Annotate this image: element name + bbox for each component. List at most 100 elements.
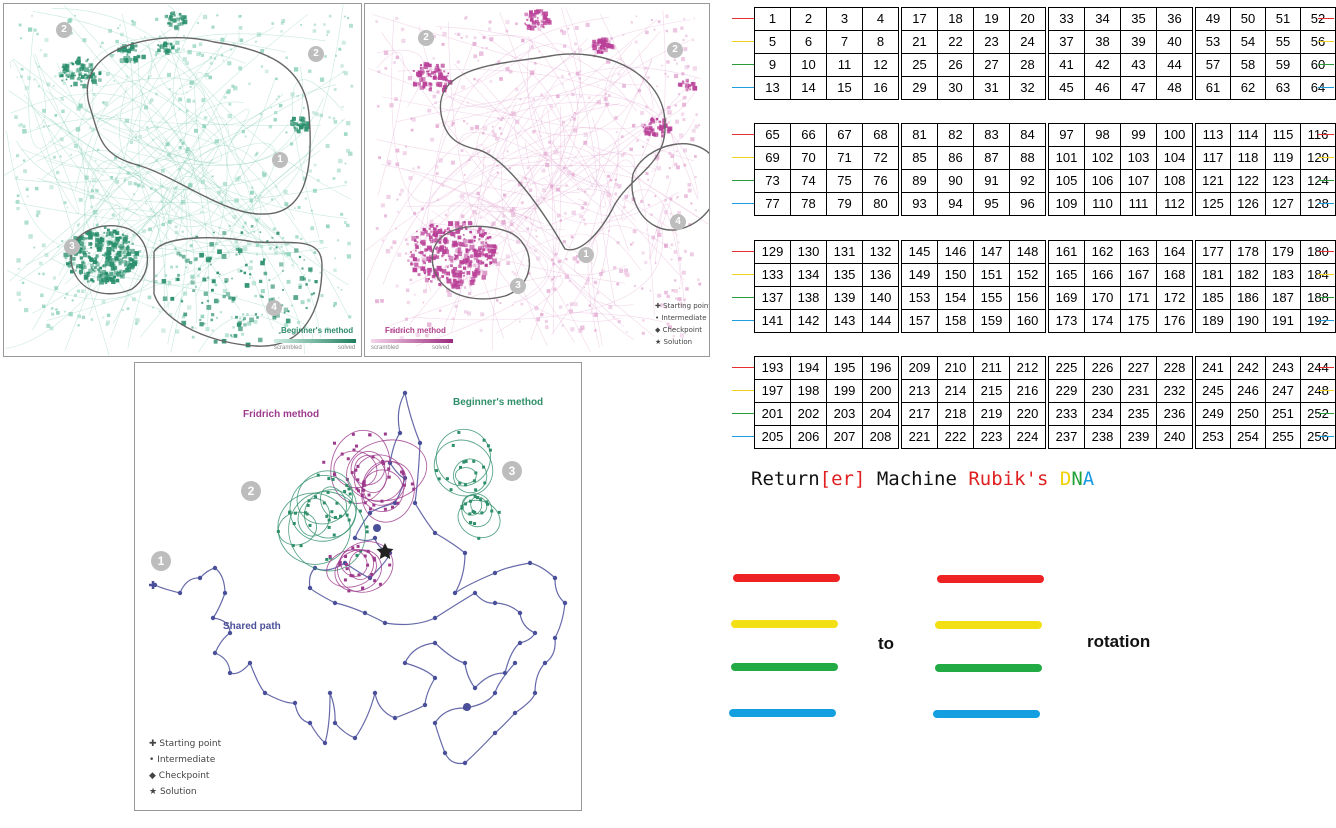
state-point	[105, 274, 110, 279]
state-point	[520, 302, 524, 306]
state-point	[83, 242, 86, 245]
state-point	[211, 329, 214, 332]
state-point	[52, 276, 56, 280]
state-point	[274, 110, 278, 115]
state-point	[127, 240, 130, 244]
trajectory-line	[376, 49, 425, 108]
grid-cell: 206	[790, 425, 827, 449]
state-point	[695, 113, 698, 116]
path-node	[412, 500, 418, 506]
loop-node	[471, 510, 475, 514]
state-point	[538, 50, 541, 53]
state-point	[209, 61, 213, 65]
state-point	[469, 283, 473, 287]
state-point	[380, 203, 385, 208]
state-point	[106, 320, 110, 325]
state-point	[680, 26, 684, 30]
state-point	[341, 119, 344, 122]
state-point	[86, 280, 90, 283]
state-point	[422, 85, 426, 89]
state-point	[346, 121, 351, 126]
state-point	[542, 25, 545, 29]
state-point	[97, 268, 100, 271]
state-point	[249, 276, 252, 279]
state-point	[583, 132, 589, 137]
state-point	[78, 104, 83, 109]
state-point	[341, 105, 344, 108]
state-point	[296, 129, 301, 134]
state-point	[682, 118, 686, 121]
state-point	[88, 63, 94, 68]
state-point	[182, 19, 188, 25]
state-point	[222, 59, 225, 62]
path-node	[382, 620, 388, 626]
state-point	[96, 148, 100, 152]
grid-cell: 219	[973, 402, 1010, 426]
loop-node	[346, 457, 350, 461]
state-point	[216, 271, 219, 275]
state-point	[219, 311, 222, 314]
state-point	[185, 109, 189, 113]
state-point	[141, 274, 144, 277]
state-point	[74, 293, 78, 297]
state-point	[487, 27, 492, 31]
state-point	[435, 165, 439, 169]
state-point	[202, 124, 206, 129]
grid-cell: 57	[1195, 53, 1231, 77]
grid-cell: 93	[901, 192, 938, 216]
page-title: Return[er] Machine Rubik's DNA	[751, 468, 1094, 490]
state-point	[457, 281, 463, 287]
state-point	[114, 241, 119, 246]
state-point	[660, 130, 665, 134]
path-node	[502, 670, 508, 676]
state-point	[124, 234, 129, 239]
state-point	[435, 255, 440, 259]
state-point	[157, 48, 161, 53]
state-point	[422, 227, 426, 232]
state-point	[657, 293, 662, 298]
state-point	[191, 335, 195, 339]
state-point	[691, 38, 694, 42]
loop-node	[469, 520, 473, 524]
region-badge: 2	[56, 22, 72, 38]
row-color-tick	[732, 436, 754, 437]
state-point	[159, 45, 161, 48]
state-point	[491, 252, 496, 257]
state-point	[454, 304, 458, 308]
state-point	[105, 256, 110, 262]
state-point	[479, 51, 484, 56]
state-point	[79, 236, 83, 240]
trajectory-line	[365, 145, 611, 315]
state-point	[450, 264, 453, 268]
state-point	[564, 274, 569, 279]
trajectory-line	[527, 40, 621, 189]
trajectory-line	[102, 59, 222, 163]
state-point	[101, 299, 106, 304]
state-point	[451, 121, 455, 125]
state-point	[161, 222, 166, 227]
state-point	[415, 71, 421, 77]
state-point	[606, 43, 612, 48]
state-point	[599, 44, 605, 50]
state-point	[237, 320, 243, 326]
state-point	[293, 207, 296, 210]
state-point	[218, 300, 221, 303]
state-point	[542, 15, 548, 20]
state-point	[462, 119, 466, 123]
trajectory-line	[33, 11, 228, 297]
state-point	[164, 274, 168, 277]
state-point	[90, 263, 94, 268]
state-point	[682, 80, 684, 82]
state-point	[442, 249, 447, 254]
state-point	[479, 328, 483, 332]
state-point	[346, 254, 352, 259]
state-point	[196, 52, 200, 57]
row-color-tick	[1318, 157, 1334, 158]
loop-node	[328, 556, 332, 560]
state-point	[271, 22, 275, 25]
state-point	[473, 235, 477, 239]
state-point	[202, 14, 208, 20]
trajectory-line	[40, 119, 80, 214]
state-point	[412, 257, 417, 262]
state-point	[543, 11, 549, 16]
